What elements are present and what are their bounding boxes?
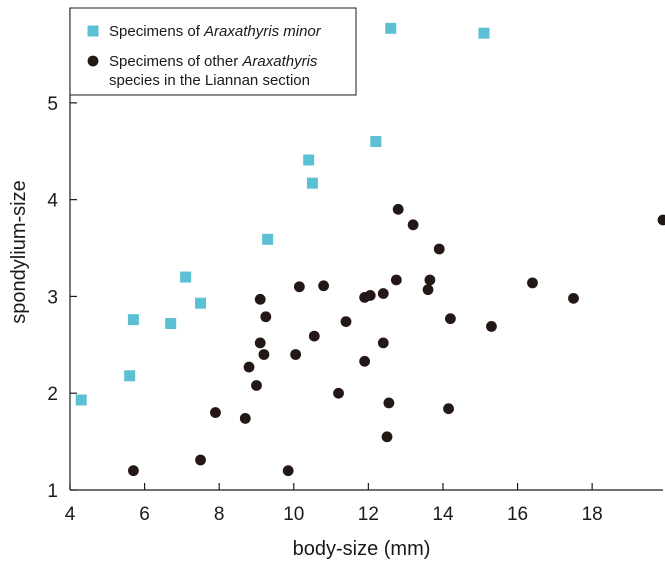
data-point-other-33 [527, 277, 538, 289]
data-point-minor-4 [180, 271, 192, 283]
data-point-minor-6 [262, 233, 274, 245]
data-point-other-12 [293, 281, 305, 293]
y-tick-label-4: 4 [47, 191, 58, 212]
data-point-other-14 [318, 280, 330, 292]
data-point-other-2 [210, 407, 221, 418]
data-point-other-7 [254, 337, 266, 349]
data-point-other-1 [195, 454, 206, 466]
data-point-other-24 [390, 274, 402, 286]
data-marks [75, 22, 665, 477]
x-tick-label-14: 14 [432, 504, 454, 525]
data-point-minor-7 [303, 154, 315, 166]
data-point-other-11 [290, 349, 302, 360]
data-point-other-21 [377, 337, 389, 349]
x-tick-label-10: 10 [283, 504, 304, 525]
data-point-minor-3 [165, 318, 177, 330]
x-tick-label-16: 16 [507, 504, 528, 525]
data-point-minor-11 [478, 27, 490, 39]
data-point-minor-1 [124, 370, 136, 382]
data-point-other-16 [340, 316, 352, 327]
data-point-other-10 [282, 465, 294, 477]
data-point-other-5 [251, 380, 262, 391]
y-tick-label-3: 3 [47, 287, 58, 308]
data-point-other-18 [359, 355, 371, 367]
data-point-minor-2 [127, 314, 139, 326]
x-tick-label-4: 4 [65, 504, 76, 525]
x-axis-title: body-size (mm) [293, 538, 431, 560]
data-point-other-19 [364, 290, 376, 301]
data-point-other-22 [381, 431, 393, 443]
legend-label-other-line2: species in the Liannan section [109, 72, 310, 89]
data-point-minor-0 [75, 394, 87, 406]
data-point-other-13 [308, 330, 320, 342]
data-point-other-8 [258, 349, 270, 360]
legend-label-minor: Specimens of Araxathyris minor [109, 23, 322, 40]
data-point-other-32 [486, 321, 497, 332]
data-point-minor-9 [370, 136, 382, 148]
y-tick-label-1: 1 [47, 481, 58, 502]
data-point-other-27 [422, 284, 434, 296]
data-point-other-28 [424, 274, 436, 286]
x-tick-label-12: 12 [358, 504, 379, 525]
data-point-other-3 [239, 412, 251, 424]
data-point-other-25 [392, 203, 404, 215]
x-tick-label-6: 6 [139, 504, 150, 525]
y-tick-label-2: 2 [47, 384, 58, 405]
data-point-other-34 [568, 292, 579, 304]
data-point-other-9 [260, 311, 272, 323]
x-tick-label-18: 18 [582, 504, 603, 525]
data-point-minor-5 [195, 297, 207, 309]
legend-label-other: Specimens of other Araxathyris [109, 53, 318, 70]
data-point-other-6 [254, 293, 266, 305]
y-tick-label-5: 5 [47, 94, 58, 115]
legend: Specimens of Araxathyris minor Specimens … [69, 7, 357, 96]
data-point-minor-10 [385, 22, 397, 34]
data-point-other-15 [333, 387, 344, 399]
y-axis-title: spondylium-size [8, 180, 30, 323]
data-point-other-23 [383, 397, 395, 409]
legend-box [69, 7, 357, 96]
data-point-other-29 [433, 243, 445, 255]
data-point-other-35 [657, 214, 665, 226]
data-point-other-4 [243, 361, 255, 373]
data-point-minor-8 [306, 177, 318, 189]
x-tick-label-8: 8 [214, 504, 225, 525]
data-point-other-31 [445, 313, 456, 325]
data-point-other-30 [443, 403, 454, 415]
legend-marker-other [87, 55, 99, 67]
data-point-other-26 [407, 219, 419, 231]
data-point-other-20 [377, 288, 389, 299]
legend-marker-minor [87, 25, 99, 37]
data-point-other-0 [128, 465, 139, 477]
